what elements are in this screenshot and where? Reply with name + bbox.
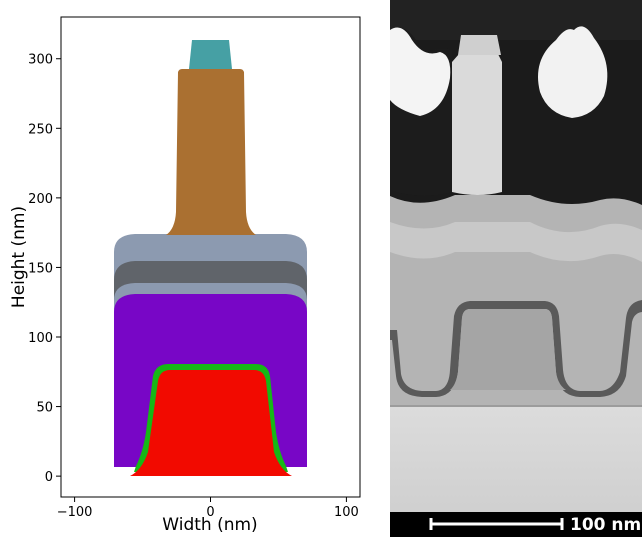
- substrate-region: [390, 405, 642, 517]
- y-tick-label: 150: [28, 261, 53, 276]
- gate-brown: [166, 69, 256, 235]
- x-axis: −100 0 100: [57, 497, 359, 520]
- scale-bar-label: 100 nm: [570, 515, 641, 535]
- tem-micrograph: 100 nm: [390, 0, 642, 537]
- cap-teal: [189, 40, 232, 69]
- x-tick-label: 100: [334, 505, 359, 520]
- bright-blob-right: [538, 26, 608, 118]
- y-tick-label: 300: [28, 53, 53, 68]
- y-tick-label: 100: [28, 331, 53, 346]
- x-tick-label: −100: [57, 505, 93, 520]
- y-tick-label: 250: [28, 122, 53, 137]
- y-axis-title: Height (nm): [9, 206, 29, 308]
- gate-cap: [458, 35, 501, 55]
- gate-pillar: [452, 54, 502, 195]
- structure-plot: −100 0 100 0 50 100 150 200 250 300 Width (nm) H…: [9, 16, 361, 535]
- y-tick-label: 50: [36, 401, 53, 416]
- y-axis: 0 50 100 150 200 250 300: [28, 53, 61, 485]
- x-axis-title: Width (nm): [162, 515, 257, 535]
- x-tick-label: 0: [206, 505, 214, 520]
- spacer-u-left: [390, 300, 642, 397]
- y-tick-label: 0: [45, 470, 53, 485]
- bright-blob-left: [390, 27, 451, 117]
- fin-red: [130, 370, 292, 476]
- y-tick-label: 200: [28, 192, 53, 207]
